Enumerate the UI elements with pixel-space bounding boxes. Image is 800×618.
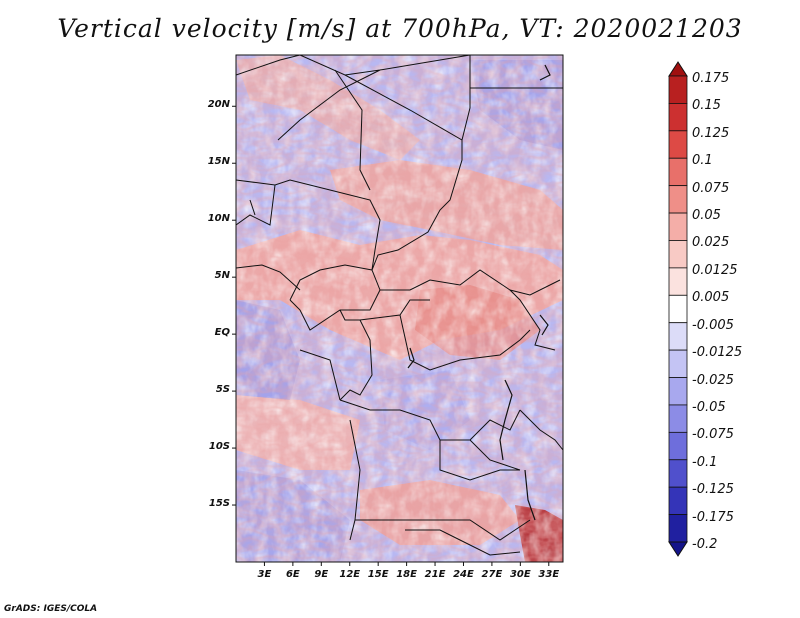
colorbar-bottom-arrow <box>668 541 688 557</box>
colorbar-top-arrow <box>668 61 688 77</box>
lat-label: 5N <box>214 270 230 282</box>
lon-label: 18E <box>396 569 417 580</box>
map-field <box>236 55 563 562</box>
colorbar-swatch <box>668 404 688 433</box>
lon-label: 15E <box>367 569 389 580</box>
colorbar-swatch <box>668 349 688 378</box>
lat-label: 15S <box>208 498 230 510</box>
lon-label: 9E <box>314 569 329 580</box>
colorbar-swatch <box>668 157 688 187</box>
colorbar-swatch <box>668 431 688 461</box>
lon-label: 33E <box>538 569 560 580</box>
lakes <box>407 64 551 521</box>
colorbar-level-label: 0.175 <box>692 71 730 86</box>
field-texture-red <box>236 55 563 562</box>
colorbar-level-label: -0.2 <box>692 537 718 552</box>
lon-label: 6E <box>285 569 300 580</box>
colorbar <box>668 61 688 557</box>
colorbar-level-label: 0.0125 <box>692 262 738 278</box>
colorbar-swatch <box>668 514 688 543</box>
colorbar-level-label: -0.0125 <box>692 345 743 361</box>
colorbar-level-label: -0.075 <box>692 427 734 443</box>
lat-label: EQ <box>214 327 230 339</box>
lat-label: 15N <box>207 156 230 168</box>
country-borders <box>236 55 563 556</box>
colorbar-level-label: 0.1 <box>692 153 713 169</box>
lat-label: 20N <box>207 99 230 111</box>
map-frame <box>235 54 564 563</box>
colorbar-swatch <box>668 294 688 324</box>
colorbar-swatch <box>668 130 688 159</box>
lat-label: 10S <box>208 441 230 453</box>
colorbar-level-label: 0.125 <box>692 125 730 141</box>
colorbar-level-label: 0.075 <box>692 180 730 196</box>
colorbar-level-label: 0.025 <box>692 235 730 251</box>
lat-label: 5S <box>215 384 230 396</box>
lon-label: 24E <box>453 569 474 580</box>
lon-label: 27E <box>481 569 503 580</box>
chart-title: Vertical velocity [m/s] at 700hPa, VT: 2… <box>57 14 743 43</box>
colorbar-swatch <box>668 322 688 351</box>
colorbar-swatch <box>668 486 688 515</box>
colorbar-level-label: -0.1 <box>692 454 718 470</box>
colorbar-level-label: 0.15 <box>692 98 721 114</box>
lat-label: 10N <box>207 213 230 225</box>
lon-label: 12E <box>339 569 361 580</box>
colorbar-level-label: -0.175 <box>692 509 734 525</box>
grads-credit: GrADS: IGES/COLA <box>4 604 98 614</box>
colorbar-swatch <box>668 185 688 214</box>
colorbar-level-label: 0.005 <box>692 290 730 306</box>
axis-ticks <box>232 105 550 566</box>
colorbar-level-label: -0.005 <box>692 317 734 333</box>
colorbar-swatch <box>668 212 688 241</box>
colorbar-swatch <box>668 459 688 488</box>
colorbar-level-label: -0.025 <box>692 372 734 388</box>
colorbar-swatch <box>668 240 688 269</box>
colorbar-level-label: 0.05 <box>692 208 721 224</box>
colorbar-swatch <box>668 267 688 296</box>
colorbar-level-label: -0.05 <box>692 399 726 415</box>
colorbar-swatch <box>668 75 688 104</box>
colorbar-level-label: -0.125 <box>692 482 734 498</box>
colorbar-swatch <box>668 103 688 132</box>
lon-label: 21E <box>424 569 446 580</box>
lon-label: 3E <box>257 569 272 580</box>
colorbar-swatch <box>668 377 688 406</box>
lon-label: 30E <box>509 569 531 580</box>
